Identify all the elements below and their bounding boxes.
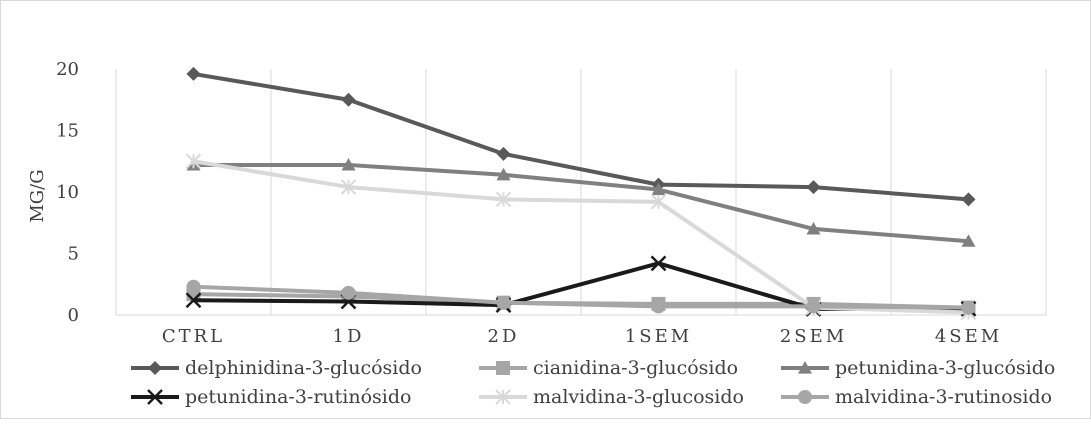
circle-marker bbox=[961, 300, 976, 315]
legend-item: cianidina-3-glucósido bbox=[479, 357, 738, 379]
x-tick-label: CTRL bbox=[162, 326, 225, 347]
circle-marker bbox=[496, 295, 511, 310]
triangle-marker bbox=[341, 157, 356, 171]
diamond-marker bbox=[806, 180, 821, 195]
x-marker bbox=[185, 292, 202, 309]
diamond-marker bbox=[961, 192, 976, 207]
legend-label: petunidina-3-rutinósido bbox=[185, 386, 411, 408]
triangle-marker bbox=[651, 182, 666, 196]
series-line bbox=[193, 284, 969, 310]
legend-label: petunidina-3-glucósido bbox=[835, 357, 1055, 379]
y-tick-label: 20 bbox=[56, 59, 79, 80]
circle-marker bbox=[186, 279, 201, 294]
y-tick-label: 0 bbox=[68, 305, 79, 326]
y-tick-label: 15 bbox=[56, 121, 79, 142]
star-marker bbox=[650, 194, 667, 210]
legend-item: delphinidina-3-glucósido bbox=[131, 357, 422, 379]
legend: delphinidina-3-glucósido cianidina-3-gluc… bbox=[131, 357, 1055, 408]
triangle-marker bbox=[798, 361, 812, 374]
legend-item: petunidina-3-rutinósido bbox=[131, 386, 411, 408]
star-marker bbox=[185, 153, 202, 169]
series-0 bbox=[186, 66, 976, 207]
y-tick-label: 5 bbox=[68, 244, 79, 265]
legend-item: malvidina-3-glucosido bbox=[479, 386, 744, 408]
series-lines bbox=[185, 66, 977, 321]
star-marker bbox=[495, 191, 512, 208]
legend-label: malvidina-3-glucosido bbox=[533, 386, 744, 408]
x-marker-stroke bbox=[147, 389, 163, 405]
circle-marker bbox=[806, 299, 821, 314]
x-marker-stroke bbox=[650, 255, 667, 272]
x-tick-label: 4SEM bbox=[935, 326, 1002, 347]
series-5 bbox=[186, 279, 976, 315]
x-marker-stroke bbox=[185, 292, 202, 309]
series-line bbox=[193, 162, 969, 244]
circle-marker bbox=[798, 390, 812, 404]
x-tick-label: 1SEM bbox=[625, 326, 692, 347]
legend-label: cianidina-3-glucósido bbox=[533, 357, 738, 379]
axes: 0 5 10 15 20 CTRL 1D 2D 1SEM 2SEM 4SEM bbox=[56, 59, 1046, 347]
triangle-marker bbox=[806, 221, 821, 235]
triangle-marker bbox=[496, 167, 511, 181]
star-marker bbox=[340, 179, 357, 195]
legend-item: petunidina-3-glucósido bbox=[781, 357, 1055, 379]
x-marker bbox=[147, 389, 163, 405]
circle-marker bbox=[651, 299, 666, 314]
triangle-marker bbox=[961, 234, 976, 247]
series-line bbox=[193, 71, 969, 202]
x-tick-label: 2SEM bbox=[780, 326, 847, 347]
x-marker bbox=[650, 255, 667, 272]
diamond-marker bbox=[148, 361, 162, 375]
legend-label: delphinidina-3-glucósido bbox=[185, 357, 422, 379]
diamond-marker bbox=[496, 146, 511, 161]
legend-item: malvidina-3-rutinosido bbox=[781, 386, 1052, 408]
diamond-marker bbox=[186, 66, 201, 81]
star-marker bbox=[495, 389, 511, 405]
x-tick-label: 1D bbox=[333, 326, 365, 347]
gridlines bbox=[115, 69, 1047, 315]
square-marker bbox=[496, 361, 510, 375]
y-axis-label: MG/G bbox=[27, 169, 48, 222]
x-tick-label: 2D bbox=[488, 326, 520, 347]
legend-label: malvidina-3-rutinosido bbox=[835, 386, 1052, 408]
diamond-marker bbox=[341, 92, 356, 107]
y-tick-label: 10 bbox=[56, 182, 79, 203]
circle-marker bbox=[341, 285, 356, 300]
